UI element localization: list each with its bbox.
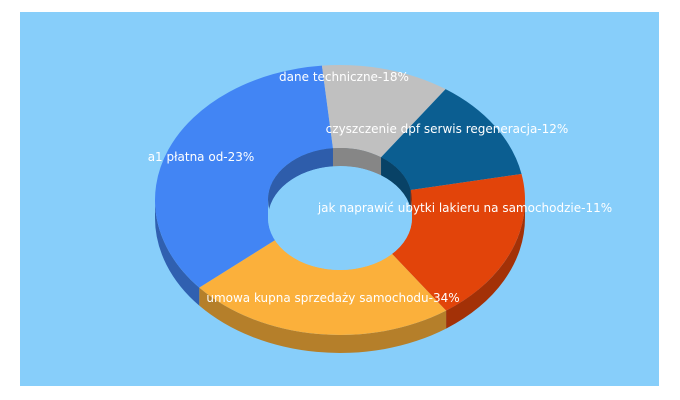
slice-label: jak naprawić ubytki lakieru na samochodz… bbox=[317, 201, 612, 215]
slice-label: a1 płatna od-23% bbox=[148, 150, 255, 164]
slice-side-umowa-kupna-sprzeda-y-samochodu bbox=[155, 200, 200, 306]
donut-hole bbox=[268, 166, 412, 270]
slice-dane-techniczne bbox=[381, 173, 525, 311]
slice-inner-wall-top bbox=[268, 148, 333, 218]
slice-a1-p-atna-od bbox=[199, 233, 447, 335]
slice-side-a1-p-atna-od bbox=[199, 287, 447, 353]
slice-inner-wall-top bbox=[381, 157, 411, 208]
slice-czyszczenie-dpf-serwis-regeneracja bbox=[381, 89, 522, 190]
donut-hole-front bbox=[268, 200, 412, 270]
slice-jak-naprawi-ubytki-lakieru-na-samochodzie bbox=[321, 65, 446, 158]
slice-side-dane-techniczne bbox=[446, 200, 525, 329]
slice-label: czyszczenie dpf serwis regeneracja-12% bbox=[326, 122, 569, 136]
slice-inner-wall-top bbox=[332, 148, 382, 176]
slice-label: dane techniczne-18% bbox=[279, 70, 409, 84]
slice-label: umowa kupna sprzedaży samochodu-34% bbox=[206, 291, 459, 305]
slice-umowa-kupna-sprzeda-y-samochodu bbox=[155, 65, 333, 288]
